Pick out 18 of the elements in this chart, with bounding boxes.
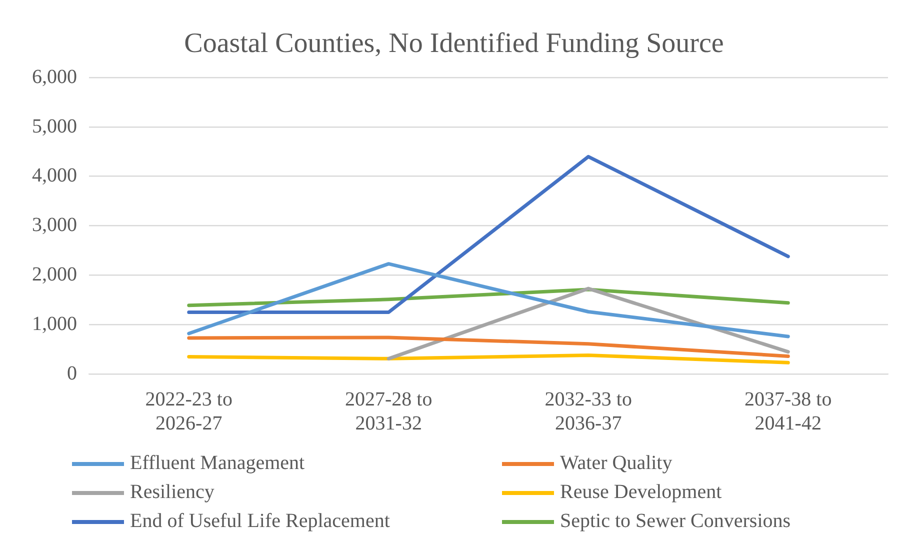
x-tick-label: 2027-28 to 2031-32 [345,388,432,434]
legend-label: Effluent Management [130,452,305,475]
y-tick-label: 6,000 [32,66,77,88]
legend-label: Resiliency [130,481,214,504]
y-tick-label: 1,000 [32,312,77,335]
x-tick-label: 2022-23 to 2026-27 [145,388,232,434]
legend-label: Septic to Sewer Conversions [560,510,791,533]
y-tick-label: 2,000 [32,263,77,286]
chart-title: Coastal Counties, No Identified Funding Source [184,28,724,60]
y-tick-label: 0 [67,362,77,384]
x-tick-label: 2032-33 to 2036-37 [544,388,632,434]
x-tick-label: 2037-38 to 2041-42 [744,388,832,434]
legend-label: Water Quality [560,452,672,475]
y-tick-label: 4,000 [32,164,77,187]
y-tick-label: 5,000 [32,115,77,138]
y-tick-label: 3,000 [32,214,77,236]
legend-label: End of Useful Life Replacement [130,510,390,533]
legend-label: Reuse Development [560,481,722,504]
